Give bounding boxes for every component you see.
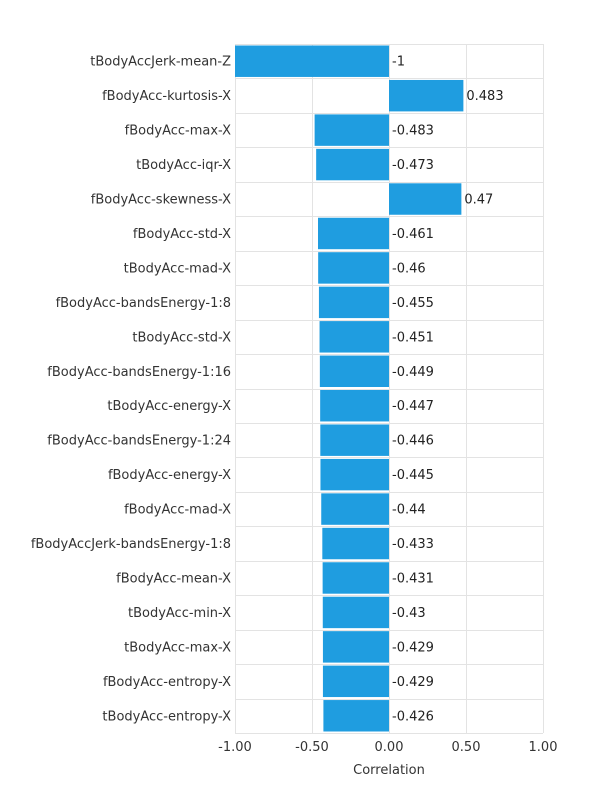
category-label: fBodyAcc-kurtosis-X xyxy=(102,89,231,104)
bar[interactable] xyxy=(322,527,389,560)
grid-layer xyxy=(235,44,544,734)
category-label: fBodyAcc-skewness-X xyxy=(91,193,231,208)
value-label: -0.446 xyxy=(392,434,434,449)
label-layer: tBodyAccJerk-mean-Z -1 fBodyAcc-kurtosis-X… xyxy=(31,55,558,755)
bar[interactable] xyxy=(389,183,462,215)
category-label: tBodyAcc-min-X xyxy=(128,606,231,621)
value-label: -0.429 xyxy=(392,640,434,655)
bar[interactable] xyxy=(321,493,389,525)
category-label: fBodyAcc-entropy-X xyxy=(103,675,231,690)
value-label: -0.447 xyxy=(392,399,434,414)
category-label: tBodyAcc-max-X xyxy=(124,640,231,655)
bar[interactable] xyxy=(322,631,389,663)
category-label: fBodyAccJerk-bandsEnergy-1:8 xyxy=(31,537,231,552)
value-label: -0.429 xyxy=(392,675,434,690)
category-label: fBodyAcc-bandsEnergy-1:16 xyxy=(47,365,231,380)
x-tick-label: -1.00 xyxy=(218,740,252,755)
bar[interactable] xyxy=(389,79,464,112)
value-label: -0.43 xyxy=(392,606,426,621)
category-label: tBodyAcc-mad-X xyxy=(124,261,231,276)
x-tick-label: 1.00 xyxy=(529,740,558,755)
bar[interactable] xyxy=(322,596,389,629)
category-label: tBodyAccJerk-mean-Z xyxy=(90,55,231,70)
value-label: 0.483 xyxy=(466,89,503,104)
bar[interactable] xyxy=(319,355,389,387)
value-label: -0.473 xyxy=(392,158,434,173)
category-label: fBodyAcc-max-X xyxy=(125,124,231,139)
category-label: fBodyAcc-energy-X xyxy=(108,468,231,483)
bar[interactable] xyxy=(322,665,389,698)
bar[interactable] xyxy=(314,114,389,146)
bar[interactable] xyxy=(319,321,389,353)
value-label: -0.455 xyxy=(392,296,434,311)
value-label: -0.461 xyxy=(392,227,434,242)
bar[interactable] xyxy=(318,286,389,319)
bar[interactable] xyxy=(318,217,389,250)
value-label: -0.431 xyxy=(392,571,434,586)
category-label: fBodyAcc-bandsEnergy-1:8 xyxy=(56,296,231,311)
bar[interactable] xyxy=(316,148,389,181)
x-tick-label: 0.50 xyxy=(452,740,481,755)
category-label: fBodyAcc-std-X xyxy=(133,227,231,242)
value-label: -1 xyxy=(392,55,405,70)
category-label: tBodyAcc-std-X xyxy=(132,330,231,345)
bar[interactable] xyxy=(320,390,389,422)
bar[interactable] xyxy=(235,45,389,77)
bar[interactable] xyxy=(323,700,389,732)
value-label: -0.451 xyxy=(392,330,434,345)
category-label: fBodyAcc-bandsEnergy-1:24 xyxy=(47,434,231,449)
x-tick-label: 0.00 xyxy=(375,740,404,755)
x-tick-label: -0.50 xyxy=(295,740,329,755)
bar-layer xyxy=(235,45,464,732)
value-label: -0.46 xyxy=(392,261,426,276)
category-label: tBodyAcc-energy-X xyxy=(107,399,231,414)
bar[interactable] xyxy=(320,458,389,491)
value-label: -0.483 xyxy=(392,124,434,139)
x-axis-title: Correlation xyxy=(353,763,425,778)
bar[interactable] xyxy=(320,424,389,456)
category-label: tBodyAcc-iqr-X xyxy=(136,158,231,173)
category-label: fBodyAcc-mean-X xyxy=(116,571,231,586)
value-label: -0.433 xyxy=(392,537,434,552)
bar[interactable] xyxy=(318,252,389,284)
category-label: tBodyAcc-entropy-X xyxy=(102,709,231,724)
value-label: -0.426 xyxy=(392,709,434,724)
bar[interactable] xyxy=(322,562,389,594)
value-label: -0.44 xyxy=(392,503,426,518)
value-label: -0.449 xyxy=(392,365,434,380)
value-label: 0.47 xyxy=(464,193,493,208)
category-label: fBodyAcc-mad-X xyxy=(124,503,231,518)
value-label: -0.445 xyxy=(392,468,434,483)
